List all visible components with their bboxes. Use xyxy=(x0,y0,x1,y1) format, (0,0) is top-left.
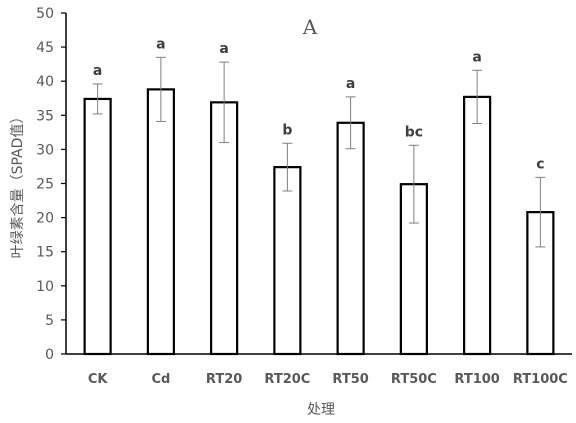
x-tick-label-Cd: Cd xyxy=(151,372,170,387)
significance-label-RT100: a xyxy=(472,49,481,65)
significance-label-RT20C: b xyxy=(282,122,292,138)
x-tick-label-RT50: RT50 xyxy=(332,372,368,387)
x-axis-title: 处理 xyxy=(307,402,335,418)
y-tick-label: 15 xyxy=(36,245,54,261)
panel-label: A xyxy=(302,15,318,39)
y-tick-label: 10 xyxy=(36,279,54,295)
x-tick-label-RT50C: RT50C xyxy=(391,372,437,387)
y-tick-label: 25 xyxy=(36,177,54,193)
bar-RT100 xyxy=(463,95,492,356)
bar-RT50 xyxy=(336,121,365,356)
y-axis-title: 叶绿素含量（SPAD值） xyxy=(10,110,26,259)
bar-RT20C xyxy=(273,166,302,356)
significance-label-Cd: a xyxy=(156,36,165,52)
x-tick-label-RT100C: RT100C xyxy=(513,372,568,387)
x-tick-label-RT100: RT100 xyxy=(454,372,499,387)
y-tick-label: 50 xyxy=(36,6,54,22)
y-tick-label: 5 xyxy=(45,313,54,329)
y-tick-label: 0 xyxy=(45,347,54,363)
plot-area: 0 5 10 15 20 25 30 35 40 45 50 a CK a Cd a RT20 b RT20C a RT… xyxy=(36,6,572,387)
significance-label-RT100C: c xyxy=(536,156,544,172)
y-tick-label: 30 xyxy=(36,142,54,158)
significance-label-CK: a xyxy=(93,63,102,79)
x-tick-label-CK: CK xyxy=(88,372,109,387)
bar-CK xyxy=(83,97,112,356)
y-tick-label: 35 xyxy=(36,108,54,124)
y-tick-label: 45 xyxy=(36,40,54,56)
bar-Cd xyxy=(146,88,175,356)
x-tick-label-RT20C: RT20C xyxy=(264,372,310,387)
significance-label-RT20: a xyxy=(219,41,228,57)
y-tick-label: 20 xyxy=(36,211,54,227)
significance-label-RT50C: bc xyxy=(405,124,423,140)
x-tick-label-RT20: RT20 xyxy=(206,372,242,387)
y-tick-label: 40 xyxy=(36,74,54,90)
significance-label-RT50: a xyxy=(346,76,355,92)
